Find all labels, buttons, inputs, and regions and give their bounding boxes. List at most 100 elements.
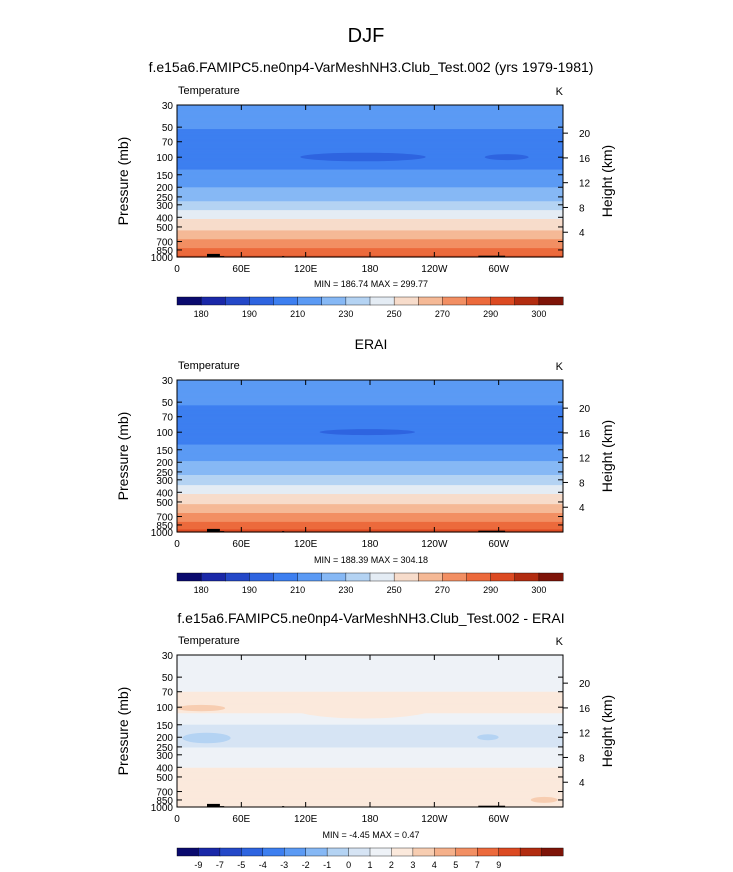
contour-band — [177, 728, 563, 731]
contour-band — [177, 509, 563, 512]
y-tick-label: 200 — [156, 458, 173, 469]
colorbar-label: -9 — [194, 860, 202, 870]
contour-band — [177, 419, 563, 422]
contour-band — [177, 169, 563, 172]
contour-band — [177, 127, 563, 130]
contour-band — [177, 117, 563, 120]
contour-band — [177, 457, 563, 460]
contour-band — [177, 390, 563, 392]
contour-band — [177, 231, 563, 234]
x-tick-label: 120W — [421, 264, 448, 275]
contour-band — [177, 686, 563, 689]
contour-band — [177, 788, 563, 790]
contour-band — [177, 501, 563, 504]
contour-band — [177, 794, 563, 797]
x-tick-label: 120E — [294, 814, 318, 825]
contour-band — [177, 167, 563, 169]
contour-band — [177, 757, 563, 760]
contour-band — [177, 734, 563, 737]
contour-band — [177, 737, 563, 740]
contour-band — [177, 665, 563, 667]
colorbar-swatch — [284, 847, 307, 857]
colorbar-swatch — [541, 847, 564, 857]
y-tick-label: 70 — [162, 688, 174, 699]
colorbar-label: 250 — [387, 585, 402, 595]
contour-band — [177, 164, 563, 167]
contour-band — [177, 402, 563, 405]
contour-band — [177, 464, 563, 467]
contour-band — [177, 477, 563, 480]
contour-band — [177, 452, 563, 455]
y-tick-label: 1000 — [151, 803, 174, 814]
contour-band — [177, 434, 563, 437]
contour-band — [177, 174, 563, 177]
contour-band — [177, 667, 563, 670]
contour-band — [177, 439, 563, 442]
contour-band — [177, 454, 563, 457]
contour-band — [177, 506, 563, 509]
colorbar-swatch — [225, 296, 250, 306]
contour-band — [177, 463, 563, 466]
contour-band — [177, 480, 563, 482]
colorbar-label: -4 — [259, 860, 267, 870]
colorbar-label: 190 — [242, 585, 257, 595]
colorbar-swatch — [466, 296, 492, 306]
y-right-tick-label: 16 — [579, 704, 591, 715]
contour-band — [177, 471, 563, 474]
contour-band — [177, 722, 563, 724]
contour-band — [177, 234, 563, 237]
contour-band — [177, 736, 563, 738]
colorbar-swatch — [200, 296, 226, 306]
contour-band — [177, 682, 563, 685]
y-tick-label: 500 — [156, 223, 173, 234]
contour-band — [177, 679, 563, 681]
contour-band — [177, 241, 563, 244]
contour-band — [177, 663, 563, 666]
contour-band — [177, 459, 563, 462]
contour-band — [177, 143, 563, 145]
contour-band — [177, 221, 563, 224]
units-label: K — [556, 86, 564, 98]
contour-band — [177, 388, 563, 391]
contour-band — [177, 178, 563, 181]
contour-band — [177, 514, 563, 517]
x-tick-label: 60W — [488, 539, 509, 550]
contour-band — [177, 197, 563, 200]
contour-band — [177, 725, 563, 728]
contour-band — [177, 126, 563, 129]
contour-band — [177, 800, 563, 803]
contour-band — [177, 453, 563, 456]
colorbar-swatch — [514, 296, 540, 306]
y-tick-label: 700 — [156, 788, 173, 799]
contour-band — [177, 738, 563, 741]
contour-band — [177, 216, 563, 219]
y-tick-label: 150 — [156, 171, 173, 182]
colorbar-swatch — [434, 847, 457, 857]
contour-band — [177, 467, 563, 470]
colorbar-swatch — [345, 572, 371, 582]
panel-erai: ERAI Temperature K 305070100150200250300… — [115, 336, 615, 595]
contour-band — [177, 421, 563, 424]
contour-band — [177, 423, 563, 425]
x-tick-label: 120W — [421, 539, 448, 550]
contour-band — [177, 224, 563, 226]
plot-area: 3050701001502002503004005007008501000481… — [115, 651, 615, 825]
contour-band — [177, 476, 563, 479]
colorbar-swatch — [321, 296, 347, 306]
contour-band — [177, 447, 563, 449]
topography — [478, 530, 506, 532]
colorbar-swatch — [455, 847, 478, 857]
contour-band — [177, 111, 563, 114]
colorbar: 180 190 210 230 250 270 290 300 — [176, 296, 564, 319]
contour-band — [177, 410, 563, 413]
contour-band — [177, 211, 563, 214]
contour-band — [177, 150, 563, 153]
contour-band — [177, 392, 563, 395]
contour-band — [177, 685, 563, 688]
contour-band — [177, 731, 563, 733]
contour-band — [177, 744, 563, 747]
contour-band — [177, 148, 563, 150]
colorbar-swatch — [391, 847, 414, 857]
contour-band — [177, 239, 563, 242]
